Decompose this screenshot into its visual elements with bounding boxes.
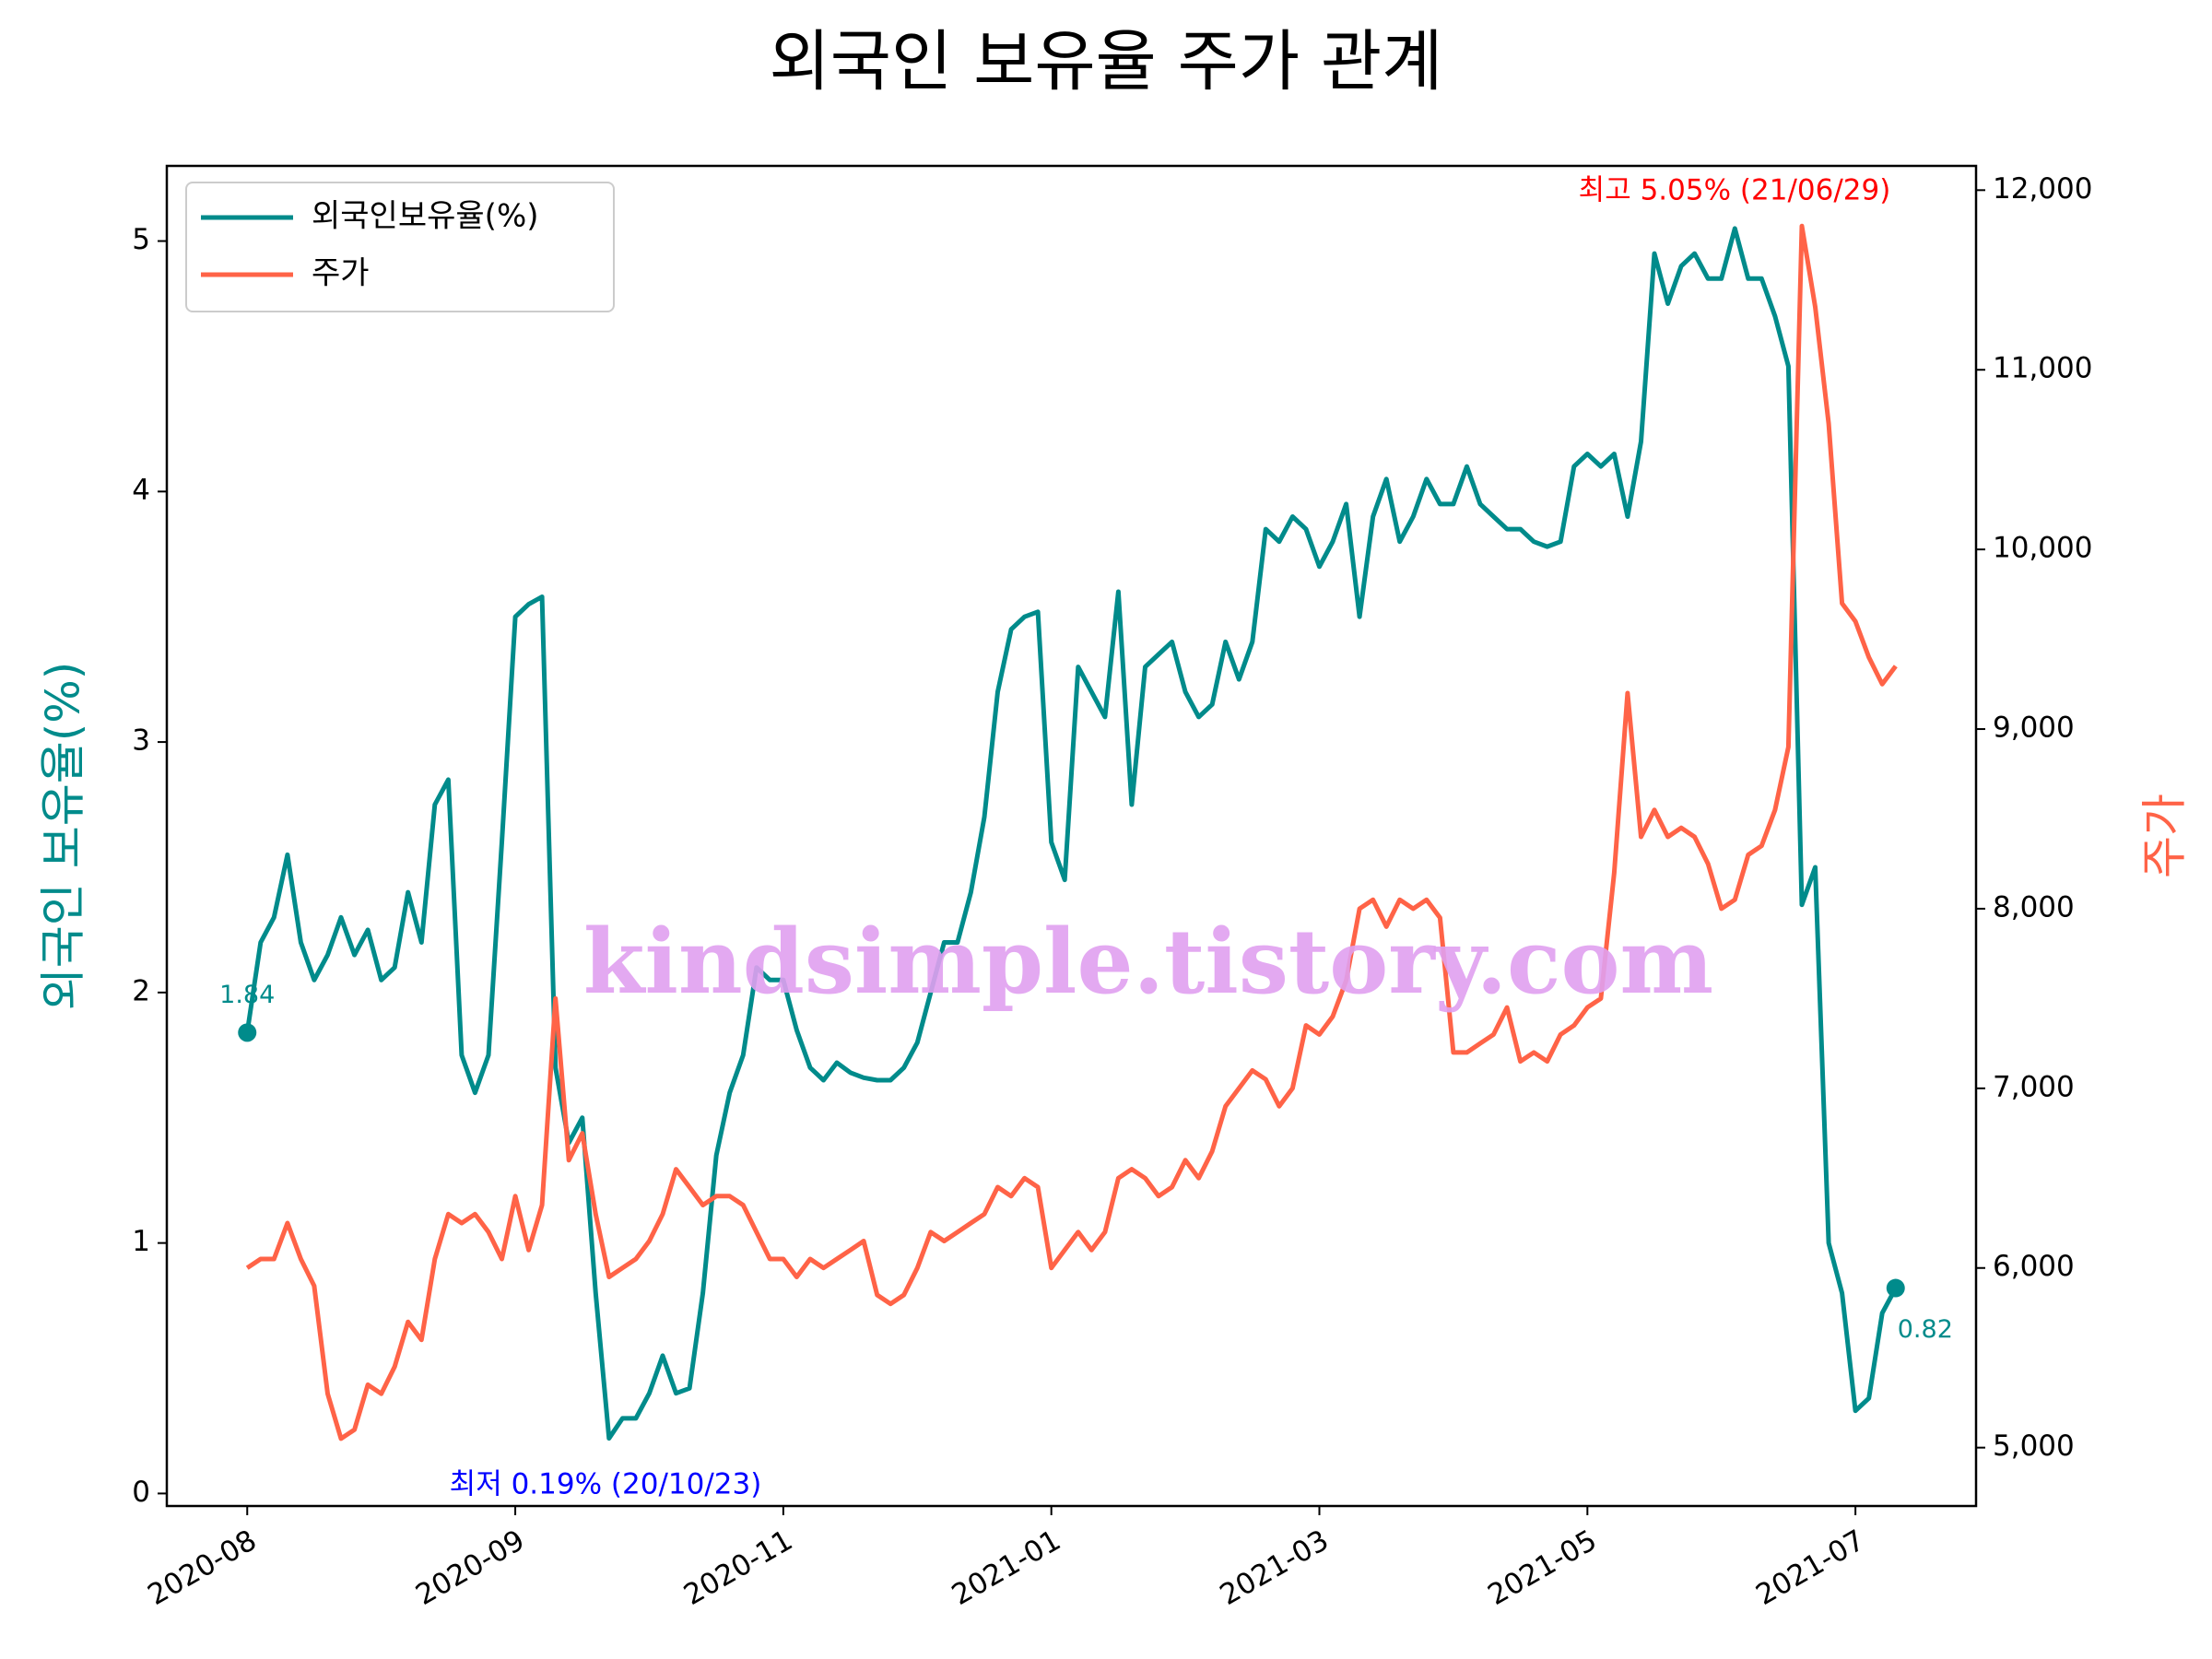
legend-label: 주가 xyxy=(312,255,370,292)
x-tick-label: 2021-05 xyxy=(1482,1524,1602,1612)
x-tick-label: 2020-08 xyxy=(142,1524,262,1612)
x-tick-label: 2020-11 xyxy=(678,1524,798,1612)
y2-axis-label: 주가 xyxy=(2138,794,2192,878)
y2-tick-label: 9,000 xyxy=(1993,712,2075,745)
y-tick-label: 4 xyxy=(132,474,150,507)
y2-tick-label: 11,000 xyxy=(1993,352,2092,385)
end-point xyxy=(238,1023,257,1042)
x-tick-label: 2020-09 xyxy=(410,1524,530,1612)
watermark: kindsimple.tistory.com xyxy=(583,910,1713,1014)
x-tick-label: 2021-07 xyxy=(1750,1524,1870,1612)
y2-tick-label: 12,000 xyxy=(1993,172,2092,206)
min-annotation: 최저 0.19% (20/10/23) xyxy=(450,1468,762,1501)
legend-box xyxy=(185,182,615,312)
y-tick-label: 5 xyxy=(132,223,150,256)
y2-tick-label: 10,000 xyxy=(1993,532,2092,565)
y2-tick-label: 6,000 xyxy=(1993,1250,2075,1283)
x-tick-label: 2021-01 xyxy=(947,1524,1066,1612)
x-tick-label: 2021-03 xyxy=(1215,1524,1335,1612)
plot-frame xyxy=(165,164,1978,1508)
y2-tick-label: 7,000 xyxy=(1993,1070,2075,1103)
series-line xyxy=(245,223,1898,1441)
legend: 외국인보유율(%) 주가 xyxy=(185,182,615,312)
y-tick-label: 2 xyxy=(132,974,150,1007)
legend-label: 외국인보유율(%) xyxy=(312,198,539,235)
point-label: 1.84 xyxy=(219,981,275,1009)
end-point xyxy=(1886,1278,1905,1298)
point-label: 0.82 xyxy=(1898,1315,1953,1344)
y-tick-label: 0 xyxy=(132,1476,150,1509)
max-annotation: 최고 5.05% (21/06/29) xyxy=(1579,174,1891,207)
y-tick-label: 3 xyxy=(132,724,150,758)
y-tick-label: 1 xyxy=(132,1225,150,1258)
y2-tick-label: 8,000 xyxy=(1993,890,2075,924)
y-axis-label: 외국인 보유율(%) xyxy=(37,662,90,1010)
chart-title: 외국인 보유율 주가 관계 xyxy=(769,23,1442,100)
series-line xyxy=(244,226,1899,1441)
y2-tick-label: 5,000 xyxy=(1993,1430,2075,1463)
